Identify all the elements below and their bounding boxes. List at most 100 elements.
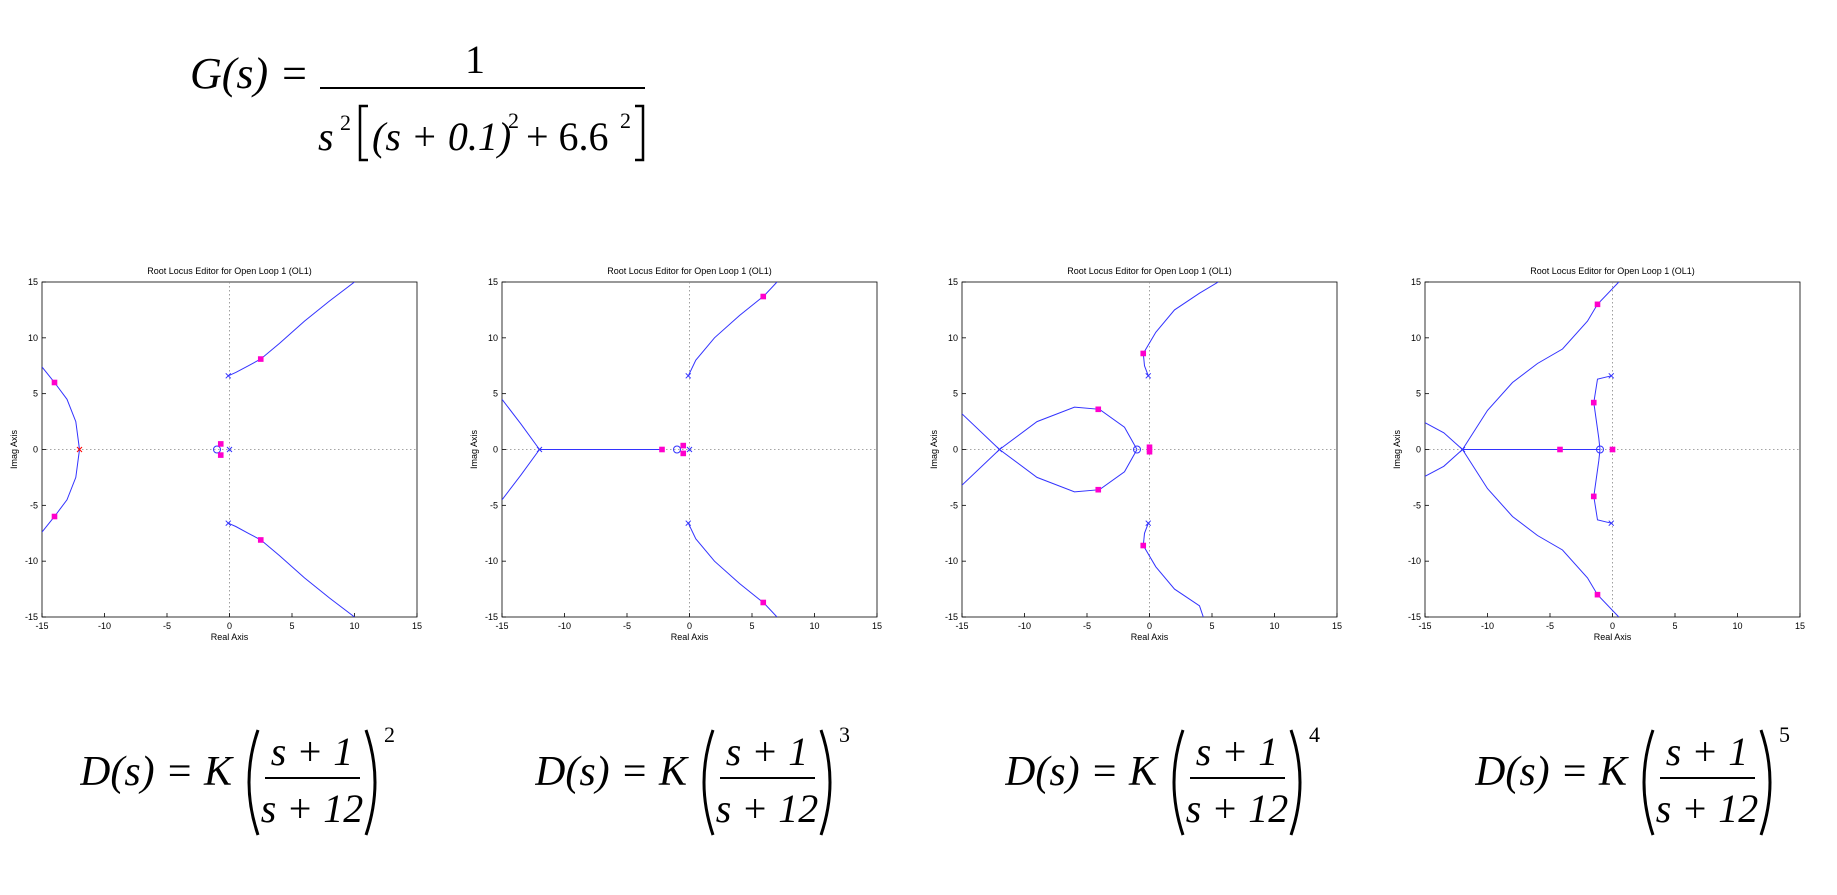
closed-loop-pole-marker (659, 446, 665, 453)
d-exponent: 2 (384, 722, 395, 747)
left-paren (247, 729, 260, 836)
x-tick-label: -15 (1418, 621, 1431, 631)
y-axis-label: Imag Axis (1392, 429, 1402, 469)
root-locus-plot-3: Root Locus Editor for Open Loop 1 (OL1) -… (925, 262, 1360, 662)
y-axis-label: Imag Axis (9, 429, 19, 469)
locus-branch (42, 366, 80, 450)
root-locus-plot-1: Root Locus Editor for Open Loop 1 (OL1) -… (5, 262, 440, 662)
d-numerator: s + 1 (271, 729, 354, 774)
x-tick-label: 0 (1610, 621, 1615, 631)
x-tick-label: -10 (558, 621, 571, 631)
d-exponent: 5 (1779, 722, 1790, 747)
root-locus-svg-1: Root Locus Editor for Open Loop 1 (OL1) -… (9, 266, 422, 642)
closed-loop-pole-marker (1146, 448, 1153, 455)
x-tick-label: 10 (349, 621, 359, 631)
locus-branch (687, 522, 778, 617)
closed-loop-pole-marker (1140, 350, 1147, 357)
y-axis-label: Imag Axis (929, 429, 939, 469)
x-tick-label: 5 (1209, 621, 1214, 631)
d-numerator: s + 1 (1666, 729, 1749, 774)
root-locus-plot-4: Root Locus Editor for Open Loop 1 (OL1) -… (1388, 262, 1823, 662)
compensator-formula-4: D(s) = K s + 1 s + 12 5 (1474, 720, 1795, 855)
y-tick-label: -10 (945, 556, 958, 566)
y-tick-label: 10 (948, 333, 958, 343)
locus-branch (1425, 449, 1463, 477)
x-tick-label: -15 (35, 621, 48, 631)
g-den-s: s (318, 114, 334, 159)
compensator-formula-svg-1: D(s) = K s + 1 s + 12 2 (79, 722, 395, 836)
g-right-bracket (635, 104, 645, 162)
g-left-bracket (358, 104, 368, 162)
g-plus-term: + 6.6 (526, 114, 609, 159)
locus-group (42, 282, 355, 617)
y-tick-label: 15 (948, 277, 958, 287)
x-tick-label: -10 (1481, 621, 1494, 631)
chart-title: Root Locus Editor for Open Loop 1 (OL1) (1067, 266, 1232, 276)
x-tick-label: -5 (163, 621, 171, 631)
locus-branch (228, 522, 355, 617)
closed-loop-pole-marker (680, 442, 687, 449)
d-lhs: D(s) = K (535, 749, 689, 795)
y-axis-label: Imag Axis (469, 429, 479, 469)
closed-loop-pole-marker (1594, 591, 1601, 598)
left-paren (1642, 729, 1655, 836)
closed-loop-pole-marker (1590, 399, 1597, 406)
pole-marker (225, 520, 232, 527)
compensator-formula-1: D(s) = K s + 1 s + 12 2 (79, 720, 400, 855)
y-tick-label: -5 (1413, 500, 1421, 510)
y-tick-label: -15 (945, 612, 958, 622)
root-locus-svg-2: Root Locus Editor for Open Loop 1 (OL1) -… (469, 266, 882, 642)
y-tick-label: 10 (1411, 333, 1421, 343)
closed-loop-pole-marker (1095, 486, 1102, 493)
g-den-inner: (s + 0.1) (372, 114, 511, 159)
x-tick-label: 0 (687, 621, 692, 631)
closed-loop-pole-marker (257, 537, 264, 543)
y-tick-label: 0 (493, 445, 498, 455)
y-tick-label: 0 (953, 445, 958, 455)
x-tick-label: 15 (412, 621, 422, 631)
y-tick-label: 15 (1411, 277, 1421, 287)
chart-title: Root Locus Editor for Open Loop 1 (OL1) (147, 266, 312, 276)
y-tick-label: 0 (1416, 445, 1421, 455)
d-denominator: s + 12 (1656, 786, 1759, 831)
y-tick-label: -15 (1408, 612, 1421, 622)
x-tick-label: 5 (749, 621, 754, 631)
chart-title: Root Locus Editor for Open Loop 1 (OL1) (607, 266, 772, 276)
x-tick-label: -15 (495, 621, 508, 631)
d-exponent: 3 (839, 722, 850, 747)
right-paren (819, 729, 832, 836)
zero-marker (1596, 445, 1604, 454)
y-tick-label: 0 (33, 445, 38, 455)
x-axis-label: Real Axis (1131, 632, 1169, 642)
closed-loop-pole-marker (1609, 446, 1616, 453)
pole-marker (686, 446, 693, 453)
y-tick-label: 5 (33, 389, 38, 399)
chart-title: Root Locus Editor for Open Loop 1 (OL1) (1530, 266, 1695, 276)
zero-marker (213, 445, 221, 454)
locus-branch (42, 449, 80, 533)
y-tick-label: -5 (490, 500, 498, 510)
compensator-formula-svg-4: D(s) = K s + 1 s + 12 5 (1474, 722, 1790, 836)
root-locus-plot-2: Root Locus Editor for Open Loop 1 (OL1) -… (465, 262, 900, 662)
locus-branch (687, 282, 778, 377)
y-tick-label: 10 (488, 333, 498, 343)
y-tick-label: -10 (25, 556, 38, 566)
y-tick-label: -15 (25, 612, 38, 622)
g-lhs: G(s) = (190, 49, 309, 98)
y-tick-label: -10 (485, 556, 498, 566)
plant-transfer-function: G(s) = 1 s 2 (s + 0.1) 2 + 6.6 2 (190, 28, 670, 173)
d-numerator: s + 1 (1196, 729, 1279, 774)
pole-marker (76, 446, 83, 453)
root-locus-svg-4: Root Locus Editor for Open Loop 1 (OL1) -… (1392, 266, 1805, 642)
pole-marker (1145, 520, 1152, 527)
closed-loop-pole-marker (257, 356, 264, 362)
y-tick-label: 5 (953, 389, 958, 399)
locus-group (1425, 282, 1620, 617)
x-tick-label: 5 (1672, 621, 1677, 631)
y-tick-label: 5 (493, 389, 498, 399)
g-plus-exp: 2 (620, 108, 631, 133)
locus-group (962, 282, 1219, 617)
g-inner-exp: 2 (508, 108, 519, 133)
x-tick-label: -10 (98, 621, 111, 631)
root-locus-svg-3: Root Locus Editor for Open Loop 1 (OL1) -… (929, 266, 1342, 642)
